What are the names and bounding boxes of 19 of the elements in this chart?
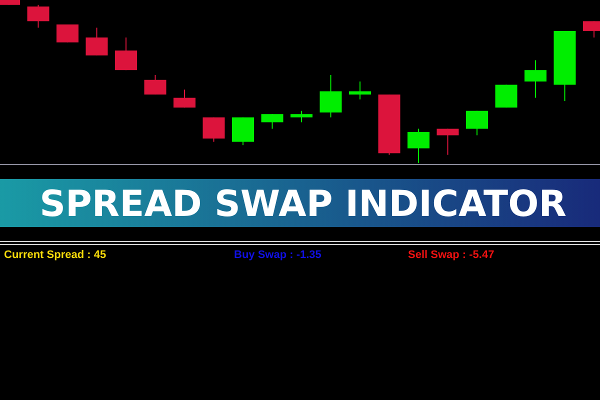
- candlestick: [56, 24, 78, 43]
- text: Current Spread : 45: [4, 249, 106, 261]
- text: Sell Swap : -5.47: [408, 249, 494, 261]
- candlestick: [466, 110, 488, 136]
- candlestick: [86, 27, 108, 56]
- candlestick: [174, 89, 196, 108]
- candlestick: [144, 74, 166, 96]
- candlestick: [436, 128, 459, 156]
- candlestick: [115, 36, 137, 71]
- text: SPREAD SWAP INDICATOR: [40, 184, 566, 225]
- candlestick: [27, 4, 50, 28]
- candlestick: [290, 110, 312, 123]
- candlestick: [261, 114, 284, 130]
- text: Buy Swap : -1.35: [234, 249, 322, 261]
- candlestick: [202, 116, 225, 142]
- candlestick: [524, 60, 546, 98]
- candlestick: [349, 81, 371, 100]
- candlestick: [408, 128, 430, 164]
- candlestick: [320, 74, 342, 118]
